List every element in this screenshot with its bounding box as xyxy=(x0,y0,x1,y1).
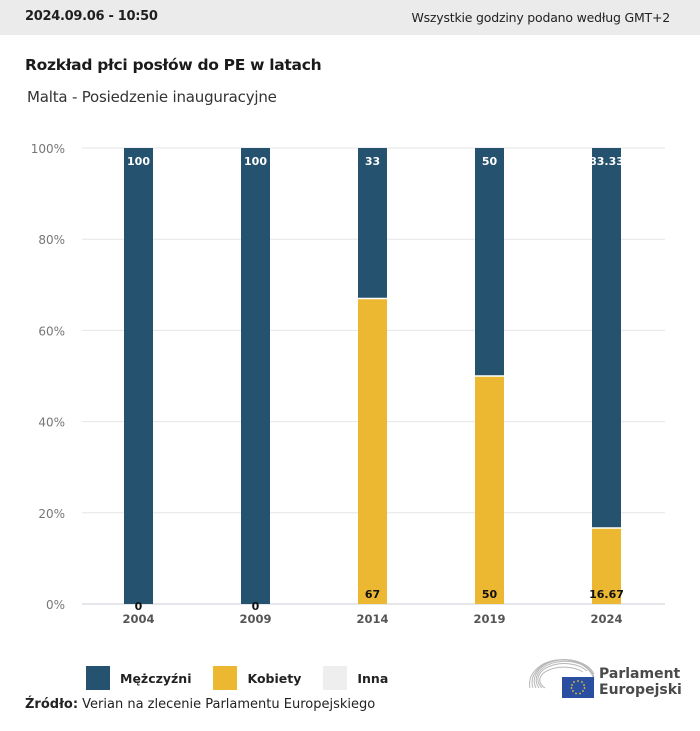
legend: Mężczyźni Kobiety Inna xyxy=(86,666,410,690)
y-tick-label: 0% xyxy=(46,598,65,612)
bar-segment-mężczyźni xyxy=(592,148,621,528)
y-tick-label: 80% xyxy=(38,233,65,247)
data-label-men: 100 xyxy=(127,155,150,168)
data-label-women: 0 xyxy=(252,600,260,613)
y-tick-label: 100% xyxy=(31,142,65,156)
x-tick-label: 2009 xyxy=(239,612,271,626)
logo-text-line2: Europejski xyxy=(599,682,682,698)
logo-text-line1: Parlament xyxy=(599,666,681,682)
y-tick-label: 60% xyxy=(38,324,65,338)
bar-segment-mężczyźni xyxy=(241,148,270,604)
legend-label-men: Mężczyźni xyxy=(120,670,192,686)
top-bar: 2024.09.06 - 10:50 Wszystkie godziny pod… xyxy=(0,0,700,35)
stacked-bar-chart: 0%20%40%60%80%100%0100200401002009673320… xyxy=(31,142,665,626)
bar-segment-mężczyźni xyxy=(475,148,504,376)
bar-segment-mężczyźni xyxy=(358,148,387,299)
data-label-men: 100 xyxy=(244,155,267,168)
data-label-women: 67 xyxy=(365,588,380,601)
legend-item-men[interactable]: Mężczyźni xyxy=(86,666,191,690)
bar-segment-kobiety xyxy=(358,298,387,604)
legend-swatch-men xyxy=(86,666,110,690)
y-tick-label: 20% xyxy=(38,507,65,521)
x-tick-label: 2024 xyxy=(590,612,622,626)
hemicycle-icon xyxy=(529,659,595,698)
data-label-men: 33 xyxy=(365,155,380,168)
legend-label-other: Inna xyxy=(357,670,389,686)
european-parliament-logo: Parlament Europejski xyxy=(527,658,687,702)
bar-segment-kobiety xyxy=(592,527,621,604)
data-label-women: 16.67 xyxy=(589,588,624,601)
timestamp: 2024.09.06 - 10:50 xyxy=(25,9,158,24)
source-note: Źródło: Verian na zlecenie Parlamentu Eu… xyxy=(25,697,375,712)
eu-flag-icon xyxy=(562,677,594,698)
x-tick-label: 2014 xyxy=(356,612,388,626)
x-tick-label: 2019 xyxy=(473,612,505,626)
data-label-women: 0 xyxy=(135,600,143,613)
chart-subtitle: Malta - Posiedzenie inauguracyjne xyxy=(27,88,277,106)
data-label-men: 50 xyxy=(482,155,498,168)
legend-swatch-other xyxy=(323,666,348,690)
x-tick-label: 2004 xyxy=(122,612,154,626)
chart-title: Rozkład płci posłów do PE w latach xyxy=(25,56,322,74)
data-label-men: 83.33 xyxy=(589,155,624,168)
legend-item-women[interactable]: Kobiety xyxy=(213,666,301,690)
data-label-women: 50 xyxy=(482,588,498,601)
source-text: Verian na zlecenie Parlamentu Europejski… xyxy=(78,697,376,712)
bar-segment-mężczyźni xyxy=(124,148,153,604)
bar-segment-kobiety xyxy=(475,376,504,604)
legend-item-other[interactable]: Inna xyxy=(323,666,388,690)
legend-label-women: Kobiety xyxy=(247,670,302,686)
timezone-note: Wszystkie godziny podano według GMT+2 xyxy=(411,10,670,25)
source-label: Źródło: xyxy=(25,697,79,712)
legend-swatch-women xyxy=(213,666,238,690)
y-tick-label: 40% xyxy=(38,416,65,430)
